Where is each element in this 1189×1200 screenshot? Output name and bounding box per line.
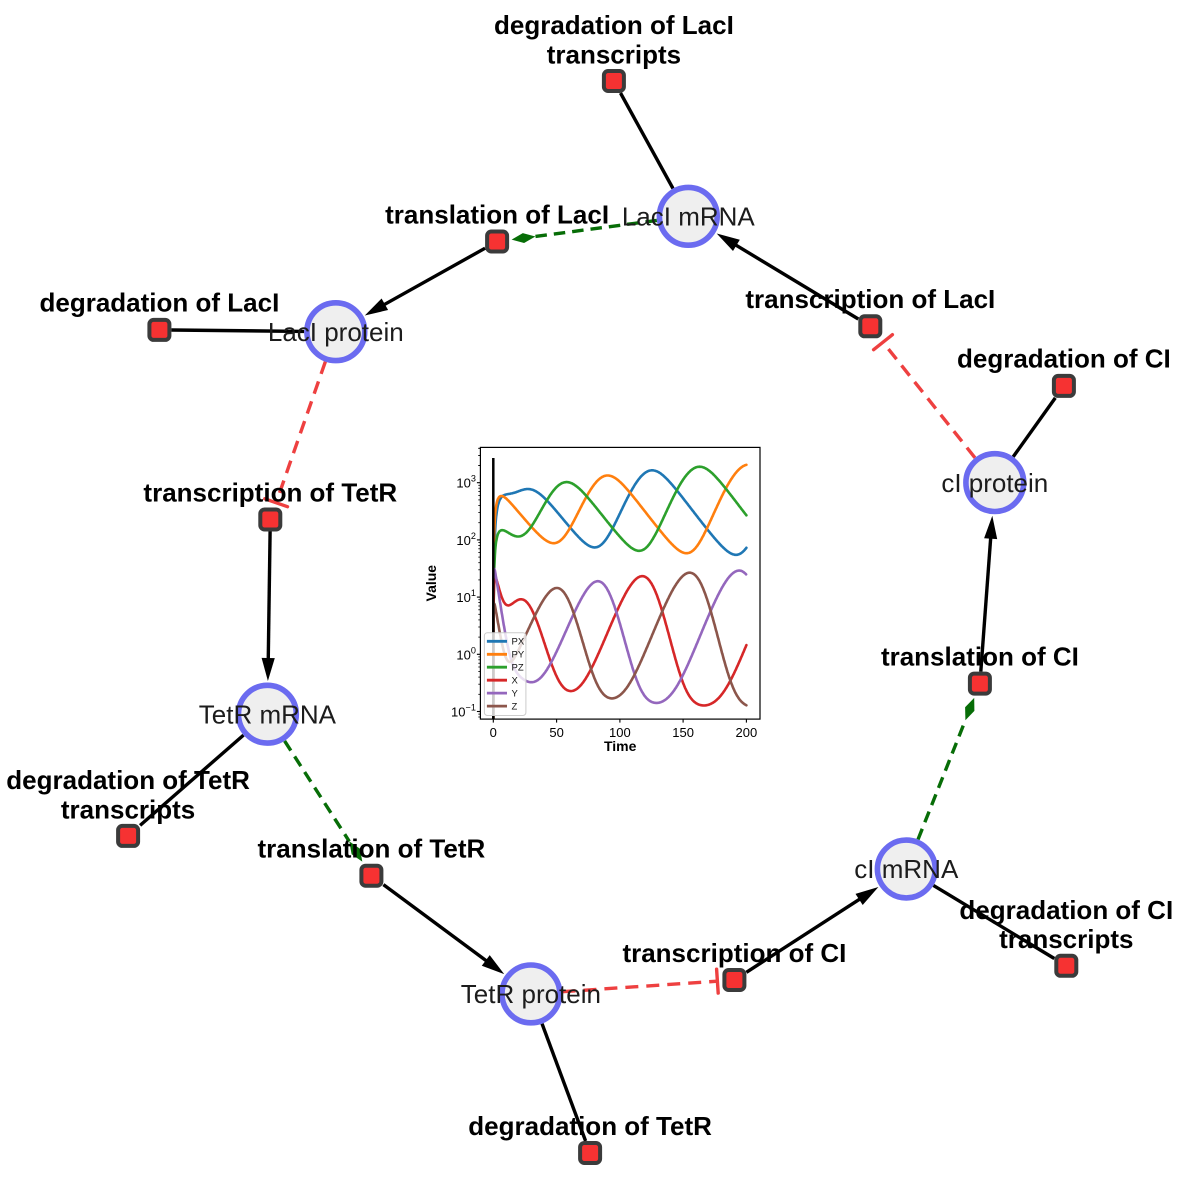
svg-text:X: X — [512, 676, 519, 687]
svg-text:10−1: 10−1 — [451, 703, 476, 720]
svg-text:0: 0 — [490, 725, 497, 740]
svg-text:Y: Y — [512, 689, 519, 700]
svg-text:TetR protein: TetR protein — [461, 979, 601, 1009]
svg-text:transcription of LacI: transcription of LacI — [745, 284, 995, 314]
svg-text:translation of CI: translation of CI — [881, 641, 1079, 671]
svg-text:100: 100 — [456, 645, 476, 662]
svg-text:degradation of CI: degradation of CI — [959, 895, 1173, 925]
svg-text:TetR mRNA: TetR mRNA — [199, 699, 337, 729]
svg-text:degradation of CI: degradation of CI — [957, 344, 1171, 374]
svg-text:PY: PY — [512, 650, 525, 661]
svg-text:102: 102 — [456, 531, 476, 548]
svg-text:101: 101 — [456, 588, 476, 605]
svg-text:transcription of TetR: transcription of TetR — [143, 477, 397, 507]
svg-text:Z: Z — [512, 702, 518, 713]
svg-text:PZ: PZ — [512, 663, 524, 674]
svg-text:LacI mRNA: LacI mRNA — [622, 202, 756, 232]
svg-text:Value: Value — [423, 565, 439, 602]
svg-text:cI protein: cI protein — [941, 468, 1048, 498]
svg-text:degradation of TetR: degradation of TetR — [6, 765, 250, 795]
svg-text:Time: Time — [604, 738, 637, 754]
svg-text:translation of LacI: translation of LacI — [385, 199, 609, 229]
svg-text:translation of TetR: translation of TetR — [258, 834, 486, 864]
svg-text:transcripts: transcripts — [999, 924, 1133, 954]
svg-text:150: 150 — [672, 725, 694, 740]
svg-text:LacI protein: LacI protein — [268, 317, 404, 347]
svg-text:103: 103 — [456, 474, 476, 491]
svg-text:50: 50 — [549, 725, 563, 740]
svg-text:transcripts: transcripts — [547, 39, 681, 69]
svg-text:200: 200 — [736, 725, 758, 740]
svg-text:transcription of CI: transcription of CI — [622, 938, 846, 968]
svg-text:degradation of LacI: degradation of LacI — [39, 288, 279, 318]
svg-text:100: 100 — [609, 725, 631, 740]
svg-text:PX: PX — [512, 637, 525, 648]
svg-text:cI mRNA: cI mRNA — [854, 854, 959, 884]
svg-text:transcripts: transcripts — [61, 794, 195, 824]
svg-text:degradation of TetR: degradation of TetR — [468, 1111, 712, 1141]
svg-text:degradation of LacI: degradation of LacI — [494, 10, 734, 40]
